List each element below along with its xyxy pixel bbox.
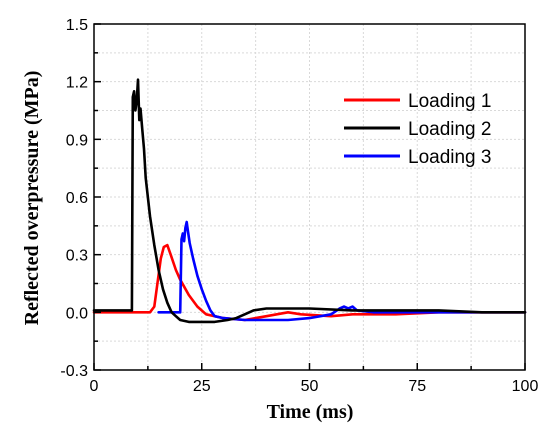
x-tick-label: 100 bbox=[512, 378, 539, 395]
axis-ticks: 0 25 50 75 100 -0.3 0.0 0.3 0.6 0.9 1.2 1.5 bbox=[60, 17, 538, 395]
y-tick-label: 0.9 bbox=[66, 132, 88, 149]
series-line-loading-1 bbox=[92, 243, 527, 322]
y-tick-label: 1.5 bbox=[66, 17, 88, 34]
y-tick-label: 1.2 bbox=[66, 75, 88, 92]
y-tick-label: -0.3 bbox=[60, 363, 88, 380]
legend-label: Loading 2 bbox=[408, 119, 491, 140]
grid-lines bbox=[94, 24, 525, 370]
legend-label: Loading 3 bbox=[408, 147, 491, 168]
series-line-loading-2 bbox=[92, 78, 527, 324]
series-line-loading-3 bbox=[157, 220, 527, 322]
x-tick-label: 25 bbox=[193, 378, 211, 395]
y-tick-label: 0.6 bbox=[66, 190, 88, 207]
y-axis-title: Reflected overpressure (MPa) bbox=[21, 71, 43, 326]
x-tick-label: 0 bbox=[90, 378, 99, 395]
y-tick-label: 0.3 bbox=[66, 248, 88, 265]
y-tick-label: 0.0 bbox=[66, 305, 88, 322]
legend-label: Loading 1 bbox=[408, 91, 491, 112]
x-tick-label: 75 bbox=[408, 378, 426, 395]
x-axis-title: Time (ms) bbox=[267, 401, 354, 423]
legend: Loading 1 Loading 2 Loading 3 bbox=[344, 91, 491, 168]
x-tick-label: 50 bbox=[301, 378, 319, 395]
plot-area bbox=[92, 78, 527, 324]
